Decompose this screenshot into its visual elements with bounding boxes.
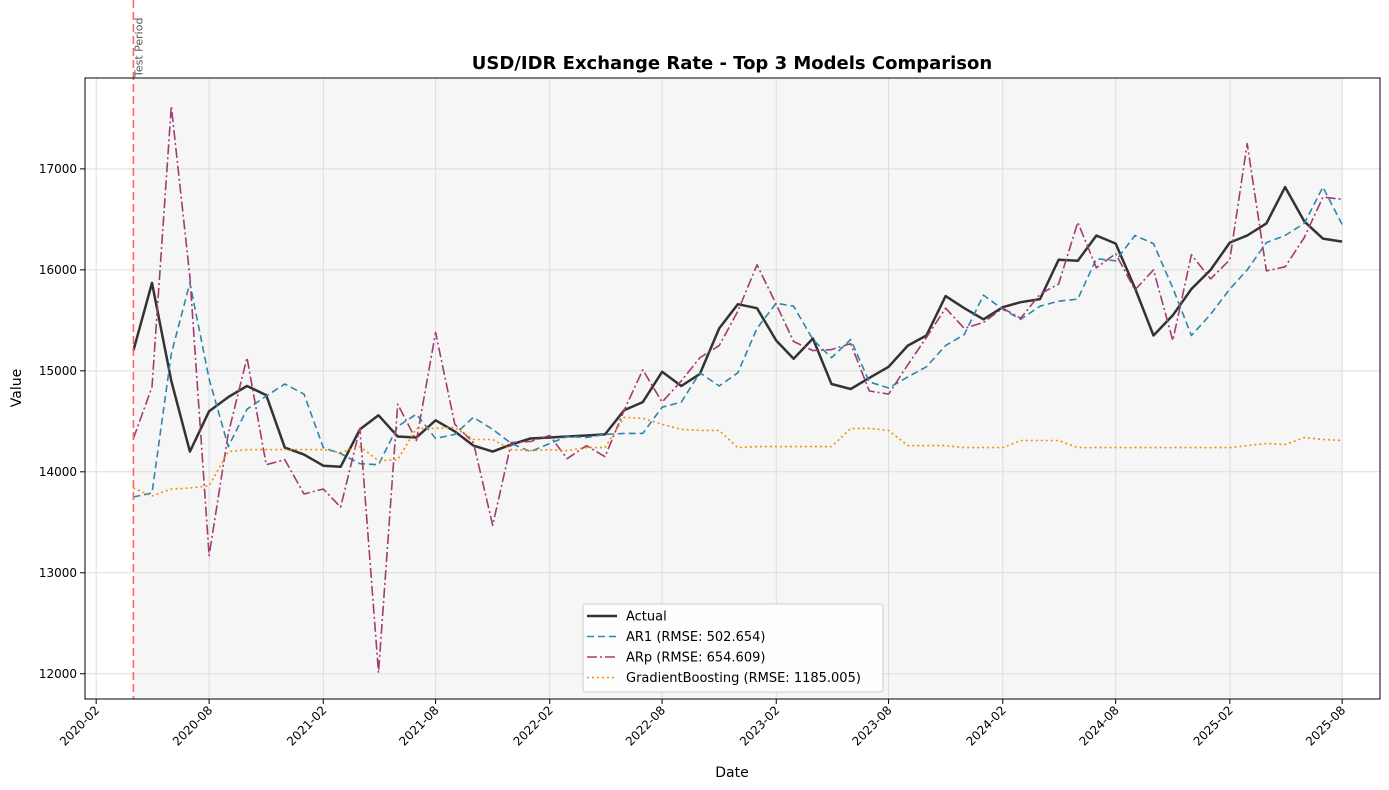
x-tick-label: 2022-08	[623, 703, 668, 748]
y-tick-label: 15000	[39, 364, 77, 378]
y-axis-label: Value	[9, 369, 25, 407]
x-tick-label: 2024-02	[963, 703, 1008, 748]
x-tick-label: 2021-08	[396, 703, 441, 748]
test-period-label: Test Period	[132, 18, 145, 78]
x-tick-label: 2025-08	[1303, 703, 1348, 748]
test-period-shade	[133, 78, 1343, 699]
x-tick-label: 2023-08	[849, 703, 894, 748]
x-tick-label: 2020-08	[170, 703, 215, 748]
x-tick-label: 2025-02	[1191, 703, 1236, 748]
legend-label: ARp (RMSE: 654.609)	[626, 651, 765, 666]
legend: Actual AR1 (RMSE: 502.654) ARp (RMSE: 654.…	[582, 603, 884, 693]
x-tick-label: 2023-02	[737, 703, 782, 748]
x-tick-label: 2021-02	[284, 703, 329, 748]
legend-label: GradientBoosting (RMSE: 1185.005)	[626, 671, 861, 686]
legend-label: AR1 (RMSE: 502.654)	[626, 630, 765, 645]
legend-box	[582, 603, 884, 693]
x-axis-label: Date	[715, 765, 748, 781]
series-line	[132, 105, 1343, 674]
y-tick-label: 12000	[39, 667, 77, 681]
plot-frame	[84, 77, 1381, 700]
x-tick-label: 2022-02	[511, 703, 556, 748]
chart-title: USD/IDR Exchange Rate - Top 3 Models Com…	[472, 53, 992, 74]
series-line	[132, 185, 1343, 469]
x-tick-label: 2020-02	[57, 703, 102, 748]
y-tick-label: 14000	[39, 465, 77, 479]
series-line	[133, 186, 1343, 498]
legend-label: Actual	[626, 610, 667, 625]
y-tick-label: 17000	[39, 162, 77, 176]
x-tick-label: 2024-08	[1076, 703, 1121, 748]
y-tick-label: 16000	[39, 263, 77, 277]
y-tick-label: 13000	[39, 566, 77, 580]
series-line	[133, 416, 1343, 497]
